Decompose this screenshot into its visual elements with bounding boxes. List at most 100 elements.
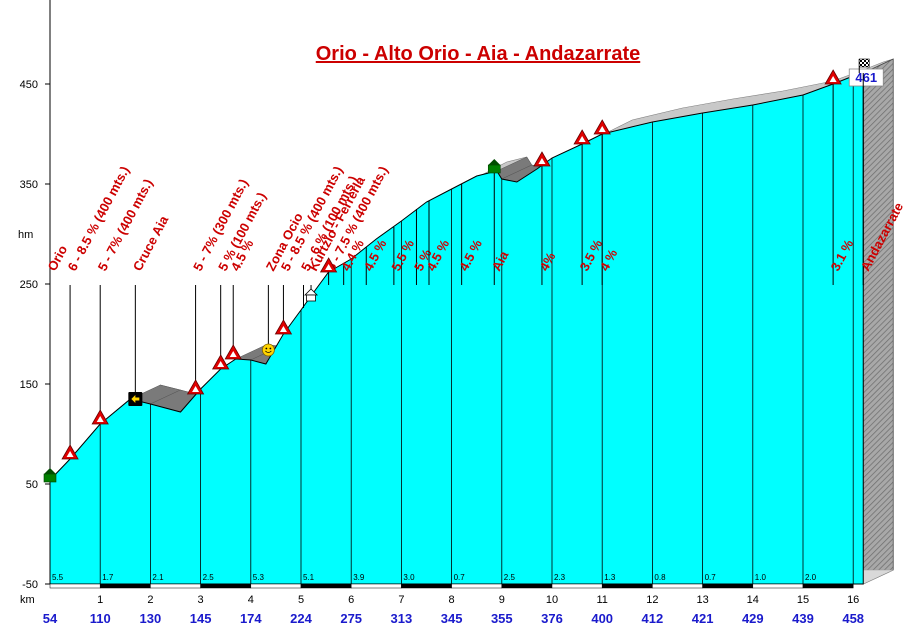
segment-gradient-label: 2.5: [203, 573, 215, 582]
segment-gradient-label: 3.9: [353, 573, 365, 582]
km-altitude-label: 439: [792, 611, 814, 626]
x-tick-label: 8: [449, 594, 455, 606]
km-scale-segment: [451, 583, 503, 589]
segment-gradient-label: 2.1: [152, 573, 164, 582]
segment-gradient-label: 5.5: [52, 573, 64, 582]
segment-gradient-label: 0.8: [654, 573, 666, 582]
finish-flag-icon: [858, 58, 870, 73]
km-altitude-label: 458: [842, 611, 864, 626]
y-tick-label: 350: [20, 179, 38, 191]
segment-gradient-label: 2.3: [554, 573, 566, 582]
y-tick-label: -50: [22, 579, 38, 591]
km-scale-segment: [702, 583, 754, 589]
segment-gradient-label: 1.0: [755, 573, 767, 582]
segment-gradient-label: 5.1: [303, 573, 315, 582]
km-altitude-label: 174: [240, 611, 262, 626]
x-tick-label: 5: [298, 594, 304, 606]
warning-triangle-icon: [224, 344, 242, 360]
x-tick-label: 14: [747, 594, 759, 606]
segment-gradient-label: 3.0: [403, 573, 415, 582]
km-scale-segment: [401, 583, 452, 589]
town-flag-icon: [487, 159, 501, 174]
km-scale-segment: [99, 583, 151, 589]
annotation-label: Orio: [44, 243, 70, 274]
km-altitude-label: 376: [541, 611, 563, 626]
warning-triangle-icon: [593, 119, 611, 135]
segment-gradient-label: 1.7: [102, 573, 114, 582]
smiley-icon: [261, 343, 275, 357]
x-tick-label: 3: [198, 594, 204, 606]
km-scale-segment: [802, 583, 854, 589]
house-icon: [304, 288, 319, 302]
km-scale-segment: [300, 583, 352, 589]
warning-triangle-icon: [211, 354, 230, 370]
km-altitude-label: 54: [43, 611, 58, 626]
chart-title: Orio - Alto Orio - Aia - Andazarrate: [316, 43, 640, 65]
km-scale-segment: [250, 583, 302, 589]
km-scale-segment: [200, 583, 252, 589]
x-tick-label: 2: [147, 594, 153, 606]
x-tick-label: 12: [646, 594, 658, 606]
x-tick-label: 9: [499, 594, 505, 606]
start-flag-icon: [43, 468, 57, 483]
km-scale-segment: [150, 583, 201, 589]
warning-triangle-icon: [274, 319, 293, 335]
x-tick-label: 13: [696, 594, 708, 606]
km-altitude-label: 313: [391, 611, 413, 626]
km-scale-segment: [501, 583, 553, 589]
km-altitude-label: 110: [90, 611, 111, 626]
warning-triangle-icon: [533, 151, 551, 167]
annotation-label: Cruce Aia: [130, 213, 172, 274]
km-altitude-label: 412: [642, 611, 664, 626]
segment-gradient-label: 2.0: [805, 573, 817, 582]
km-altitude-label: 429: [742, 611, 764, 626]
km-altitude-label: 345: [441, 611, 463, 626]
x-tick-label: 4: [248, 594, 254, 606]
km-altitude-label: 355: [491, 611, 513, 626]
x-tick-label: 15: [797, 594, 809, 606]
x-tick-label: 7: [398, 594, 404, 606]
y-tick-label: 50: [26, 479, 38, 491]
warning-triangle-icon: [319, 257, 338, 273]
km-altitude-label: 130: [140, 611, 162, 626]
summit-altitude-box: [848, 68, 884, 87]
segment-gradient-label: 5.3: [253, 573, 265, 582]
warning-triangle-icon: [61, 444, 79, 460]
side-wall: [862, 58, 894, 585]
km-scale-segment: [551, 583, 603, 589]
y-unit-label: hm: [18, 229, 33, 241]
x-tick-label: 10: [546, 594, 558, 606]
turn-arrow-icon: [128, 392, 143, 406]
km-lines-layer: 5.5 1.7 2.1 2.5 5.3 5.1 3.9 3.0 0.7 2.5 2.3 1.3 0.8 0…: [52, 76, 854, 584]
segment-gradient-label: 0.7: [705, 573, 717, 582]
km-altitude-label: 421: [692, 611, 714, 626]
segment-gradient-label: 1.3: [604, 573, 616, 582]
profile-area: [49, 72, 864, 585]
axes-layer: hm-5050150250350450550km1234567891011121…: [18, 0, 864, 626]
warning-triangle-icon: [186, 379, 205, 395]
y-tick-label: 450: [20, 79, 38, 91]
warning-triangle-icon: [824, 69, 842, 85]
km-altitude-label: 400: [591, 611, 613, 626]
x-tick-label: 16: [847, 594, 859, 606]
x-tick-label: 1: [97, 594, 103, 606]
y-tick-label: 250: [20, 279, 38, 291]
warning-triangle-icon: [91, 409, 109, 425]
km-scale-segment: [49, 583, 101, 589]
profile-area-layer: [49, 72, 864, 585]
segment-gradient-label: 2.5: [504, 573, 516, 582]
summit-altitude-label: 461: [855, 70, 877, 85]
x-tick-label: 11: [596, 594, 607, 606]
km-scale-segment: [752, 583, 804, 589]
km-scale-segment: [601, 583, 653, 589]
km-scale-segment: [350, 583, 402, 589]
x-tick-label: 6: [348, 594, 354, 606]
segment-gradient-label: 0.7: [454, 573, 466, 582]
km-altitude-label: 224: [290, 611, 312, 626]
km-altitude-label: 275: [340, 611, 362, 626]
x-unit-label: km: [20, 594, 35, 606]
km-scale-segment: [652, 583, 703, 589]
warning-triangle-icon: [573, 129, 591, 145]
y-tick-label: 150: [20, 379, 38, 391]
